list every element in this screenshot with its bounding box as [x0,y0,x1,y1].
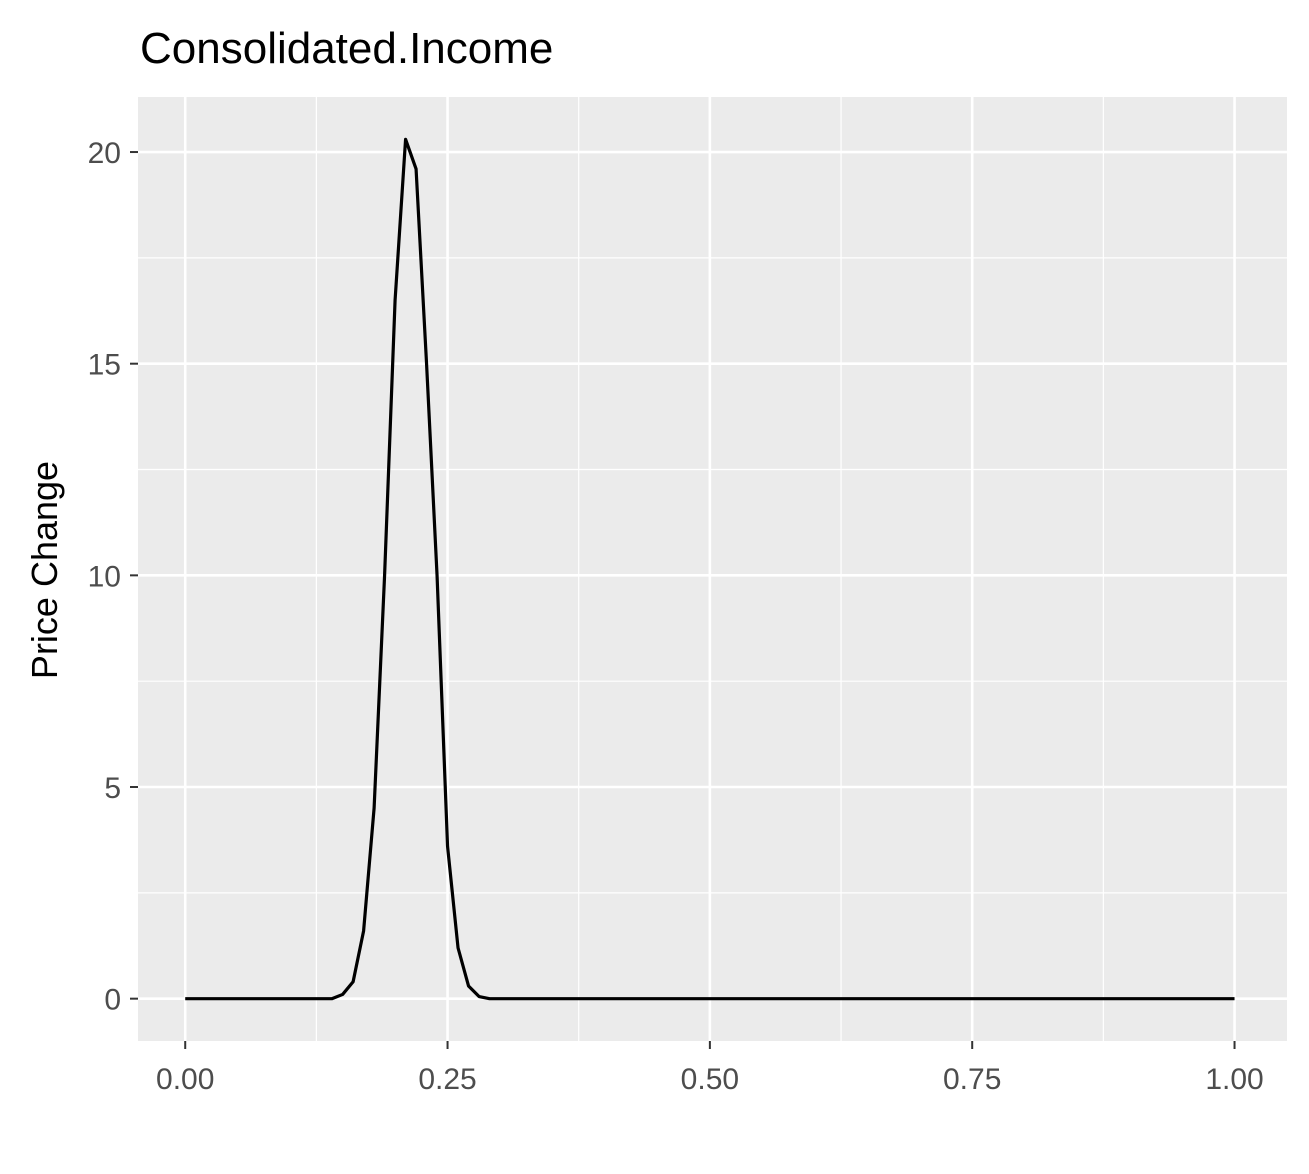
x-tick-label: 0.25 [418,1063,476,1096]
plot-panel [138,97,1287,1041]
y-tick-label: 10 [88,560,121,593]
x-tick-label: 0.75 [943,1063,1001,1096]
x-axis: 0.00 0.25 0.50 0.75 1.00 [156,1041,1264,1096]
y-tick-label: 0 [104,984,121,1017]
x-tick-label: 1.00 [1205,1063,1263,1096]
y-axis-title: Price Change [24,461,65,679]
y-tick-label: 15 [88,349,121,382]
series-line-0 [185,137,1235,1001]
series-layer [185,137,1235,1001]
y-axis: 0 5 10 15 20 [88,137,138,1017]
minor-gridlines [138,97,1287,1041]
y-tick-label: 20 [88,137,121,170]
x-tick-label: 0.00 [156,1063,214,1096]
y-tick-label: 5 [104,772,121,805]
chart-title: Consolidated.Income [140,24,553,73]
x-tick-label: 0.50 [681,1063,739,1096]
